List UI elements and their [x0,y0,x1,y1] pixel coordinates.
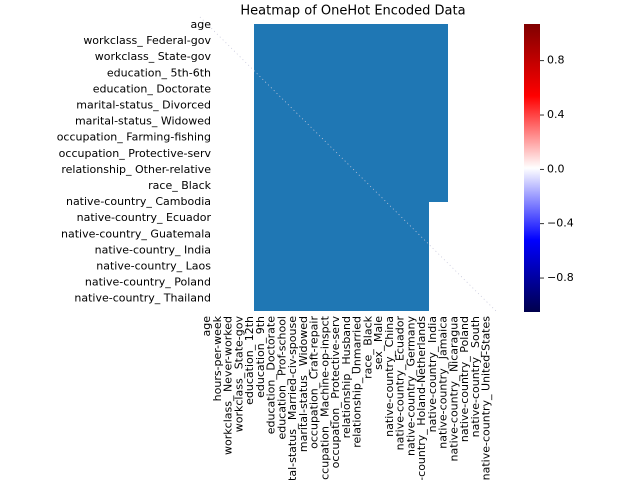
y-tick-label: race_ Black [148,179,211,192]
colorbar-tick-label: 0.4 [547,108,565,121]
x-tick-label: education_ Prof-school [275,316,288,440]
x-tick-label: native-country_ United-States [480,316,493,480]
x-tick-label: education_ 12th [243,316,256,405]
diagonal [199,16,497,312]
x-tick-label: native-country_ Germany [404,316,417,456]
y-tick-label: occupation_ Protective-serv [59,147,212,160]
y-tick-label: native-country_ Poland [85,276,211,289]
x-tick-label: native-country_ Poland [458,316,471,442]
y-tick-label: native-country_ Cambodia [66,195,211,208]
x-tick-label: native-country_ Nicaragua [447,316,460,461]
y-tick-label: native-country_ Ecuador [77,211,212,224]
y-tick-label: native-country_ Thailand [74,292,211,305]
y-tick-label: occupation_ Farming-fishing [57,131,211,144]
y-tick-label: native-country_ India [95,243,211,256]
x-tick-label: occupation_ Machine-op-inspct [318,315,331,480]
x-tick-label: education_ Doctorate [265,316,278,434]
x-tick-label: native-country_ India [426,316,439,432]
y-tick-label: native-country_ Laos [96,260,211,273]
y-tick-label: workclass_ State-gov [95,50,212,63]
x-tick-label: native-country_ China [383,316,396,437]
y-tick-label: age [191,18,212,31]
x-tick-label: hours-per-week [211,315,224,401]
colorbar-tick-label: 0.8 [547,54,565,67]
y-tick-label: marital-status_ Divorced [76,99,211,112]
y-tick-label: workclass_ Federal-gov [83,34,211,47]
y-tick-label: relationship_ Other-relative [61,163,211,176]
y-tick-label: education_ 5th-6th [107,66,211,79]
x-tick-label: race_ Black [361,315,374,378]
x-tick-label: relationship_ Husband [340,316,353,438]
x-tick-label: workclass_ State-gov [232,316,245,433]
x-tick-label: native-country_ Jamaica [437,316,450,449]
x-tick-label: education_ 9th [254,316,267,398]
colorbar-tick-label: −0.8 [547,271,574,284]
masked-region [254,24,448,311]
x-tick-label: native-country_ South [469,316,482,437]
x-tick-label: occupation_ Protective-serv [329,316,342,469]
colorbar [524,24,540,312]
colorbar-tick-label: −0.4 [547,217,574,230]
chart-title: Heatmap of OneHot Encoded Data [240,4,465,19]
x-tick-label: native-country_ Holand-Netherlands [415,316,428,480]
x-tick-label: native-country_ Ecuador [394,316,407,451]
x-tick-label: workclass_ Never-worked [222,316,235,455]
x-tick-label: age [200,316,213,337]
x-tick-label: marital-status_ Widowed [297,316,310,452]
colorbar-tick-label: 0.0 [547,162,565,175]
x-tick-label: sex_ Male [372,316,385,370]
y-tick-label: native-country_ Guatemala [61,227,211,240]
x-tick-label: relationship_ Unmarried [351,316,364,448]
x-tick-label: occupation_ Craft-repair [308,316,321,449]
x-tick-label: marital-status_ Married-civ-spouse [286,316,299,480]
y-tick-label: marital-status_ Widowed [75,115,211,128]
y-tick-label: education_ Doctorate [93,82,211,95]
